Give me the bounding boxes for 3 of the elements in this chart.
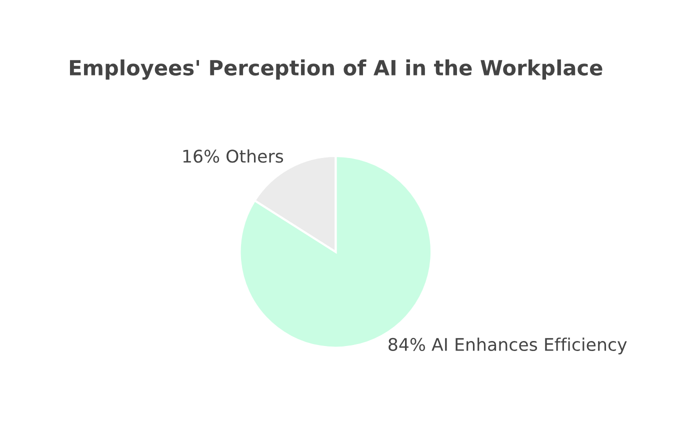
slice-label: 84% AI Enhances Efficiency	[388, 338, 627, 354]
chart-title: Employees' Perception of AI in the Workplace	[70, 59, 602, 80]
slice-label: 16% Others	[183, 149, 284, 163]
